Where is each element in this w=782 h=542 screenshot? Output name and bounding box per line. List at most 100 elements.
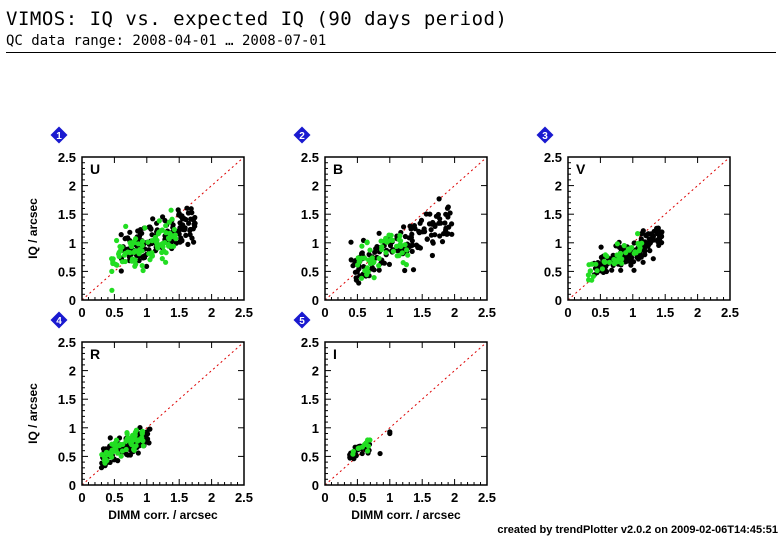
- data-point: [184, 205, 190, 211]
- data-point: [437, 233, 443, 239]
- data-point: [350, 448, 356, 454]
- data-point: [123, 223, 129, 229]
- data-point: [135, 450, 141, 456]
- data-point: [176, 210, 182, 216]
- data-point: [359, 250, 365, 256]
- x-tick-label: 2.5: [721, 305, 739, 320]
- data-point: [445, 204, 451, 210]
- data-point: [629, 245, 635, 251]
- data-point: [135, 438, 141, 444]
- data-point: [145, 239, 151, 245]
- data-point: [123, 438, 129, 444]
- data-point: [115, 450, 121, 456]
- data-point: [362, 255, 368, 261]
- panel-B: 0 0.5 1 1.5 2 2.500.511.522.5B2: [293, 126, 496, 320]
- x-tick-label: 2.5: [235, 305, 253, 320]
- data-point: [168, 207, 174, 213]
- plot-frame: [324, 156, 488, 301]
- data-point: [187, 227, 193, 234]
- data-point: [140, 267, 146, 274]
- panel-number: 1: [56, 131, 62, 142]
- data-point: [397, 242, 403, 248]
- data-point: [139, 263, 145, 269]
- data-point: [429, 252, 435, 259]
- y-tick-label: 0: [312, 478, 319, 493]
- data-point: [647, 248, 653, 254]
- data-point: [631, 240, 637, 246]
- panel-number: 3: [542, 131, 548, 142]
- x-tick-label: 2.5: [478, 490, 496, 505]
- data-point: [348, 239, 354, 245]
- data-point: [150, 216, 156, 222]
- data-point: [146, 251, 152, 257]
- data-point: [166, 243, 172, 249]
- data-point: [424, 236, 430, 242]
- y-tick-label: 1: [555, 236, 562, 251]
- panel-number: 4: [56, 316, 62, 327]
- panel-V: 0 0.5 1 1.5 2 2.5 0 0.5 1 1.5 2 2.5 V 3: [536, 126, 739, 320]
- data-point: [146, 426, 152, 432]
- data-point: [640, 259, 646, 265]
- data-point: [188, 216, 194, 222]
- data-point: [403, 262, 409, 268]
- data-point: [619, 260, 625, 266]
- panel-number-badge: [536, 126, 554, 144]
- data-point: [657, 230, 663, 236]
- data-point: [185, 241, 191, 247]
- data-point: [386, 232, 392, 238]
- data-point: [371, 267, 377, 273]
- y-axis-label: IQ / arcsec: [26, 383, 40, 444]
- data-point: [365, 269, 371, 275]
- data-point: [409, 248, 415, 254]
- data-point: [140, 428, 146, 434]
- data-point: [397, 233, 403, 239]
- x-tick-label: 2.5: [478, 305, 496, 320]
- data-point: [132, 429, 138, 435]
- data-point: [371, 275, 377, 281]
- data-point: [376, 263, 382, 269]
- y-axis-label: IQ / arcsec: [26, 198, 40, 259]
- data-point: [370, 260, 376, 266]
- y-tick-label: 2.5: [58, 335, 76, 350]
- y-tick-label: 2.5: [301, 150, 319, 165]
- data-point: [109, 268, 115, 274]
- x-tick-label: 1: [386, 490, 393, 505]
- y-tick-label: 2.5: [301, 335, 319, 350]
- data-point: [358, 275, 365, 281]
- panel-U: 0 0.5 1 1.5 2 2.5 0 0.5 1 1.5 2 2.5 U IQ / arcsec 1: [26, 126, 253, 320]
- data-point: [384, 239, 390, 245]
- data-point: [156, 218, 162, 224]
- data-point: [109, 454, 115, 460]
- x-tick-label: 0.5: [591, 305, 609, 320]
- data-point: [351, 456, 357, 462]
- data-point: [590, 273, 597, 279]
- y-tick-label: 1.5: [58, 392, 76, 407]
- y-tick-label: 2: [69, 179, 76, 194]
- data-point: [116, 251, 122, 257]
- data-point: [436, 196, 442, 202]
- data-point: [132, 263, 138, 269]
- data-point: [408, 243, 414, 249]
- data-point: [398, 238, 404, 244]
- y-tick-label: 0: [69, 478, 76, 493]
- data-point: [376, 230, 382, 236]
- data-point: [430, 240, 436, 246]
- data-point: [144, 263, 150, 269]
- y-tick-label: 2: [69, 364, 76, 379]
- series-2: [355, 232, 411, 281]
- data-point: [99, 452, 105, 458]
- header-divider: [6, 52, 776, 53]
- x-tick-label: 0.5: [348, 490, 366, 505]
- data-point: [179, 238, 185, 244]
- data-point: [148, 226, 154, 232]
- data-point: [163, 250, 169, 256]
- data-point: [376, 255, 382, 261]
- x-axis-label: DIMM corr. / arcsec: [108, 508, 218, 522]
- y-tick-label: 2: [555, 179, 562, 194]
- data-point: [598, 244, 604, 250]
- x-tick-label: 1.5: [656, 305, 674, 320]
- series-2: [109, 207, 179, 293]
- x-tick-label: 0: [78, 305, 85, 320]
- data-point: [169, 216, 175, 222]
